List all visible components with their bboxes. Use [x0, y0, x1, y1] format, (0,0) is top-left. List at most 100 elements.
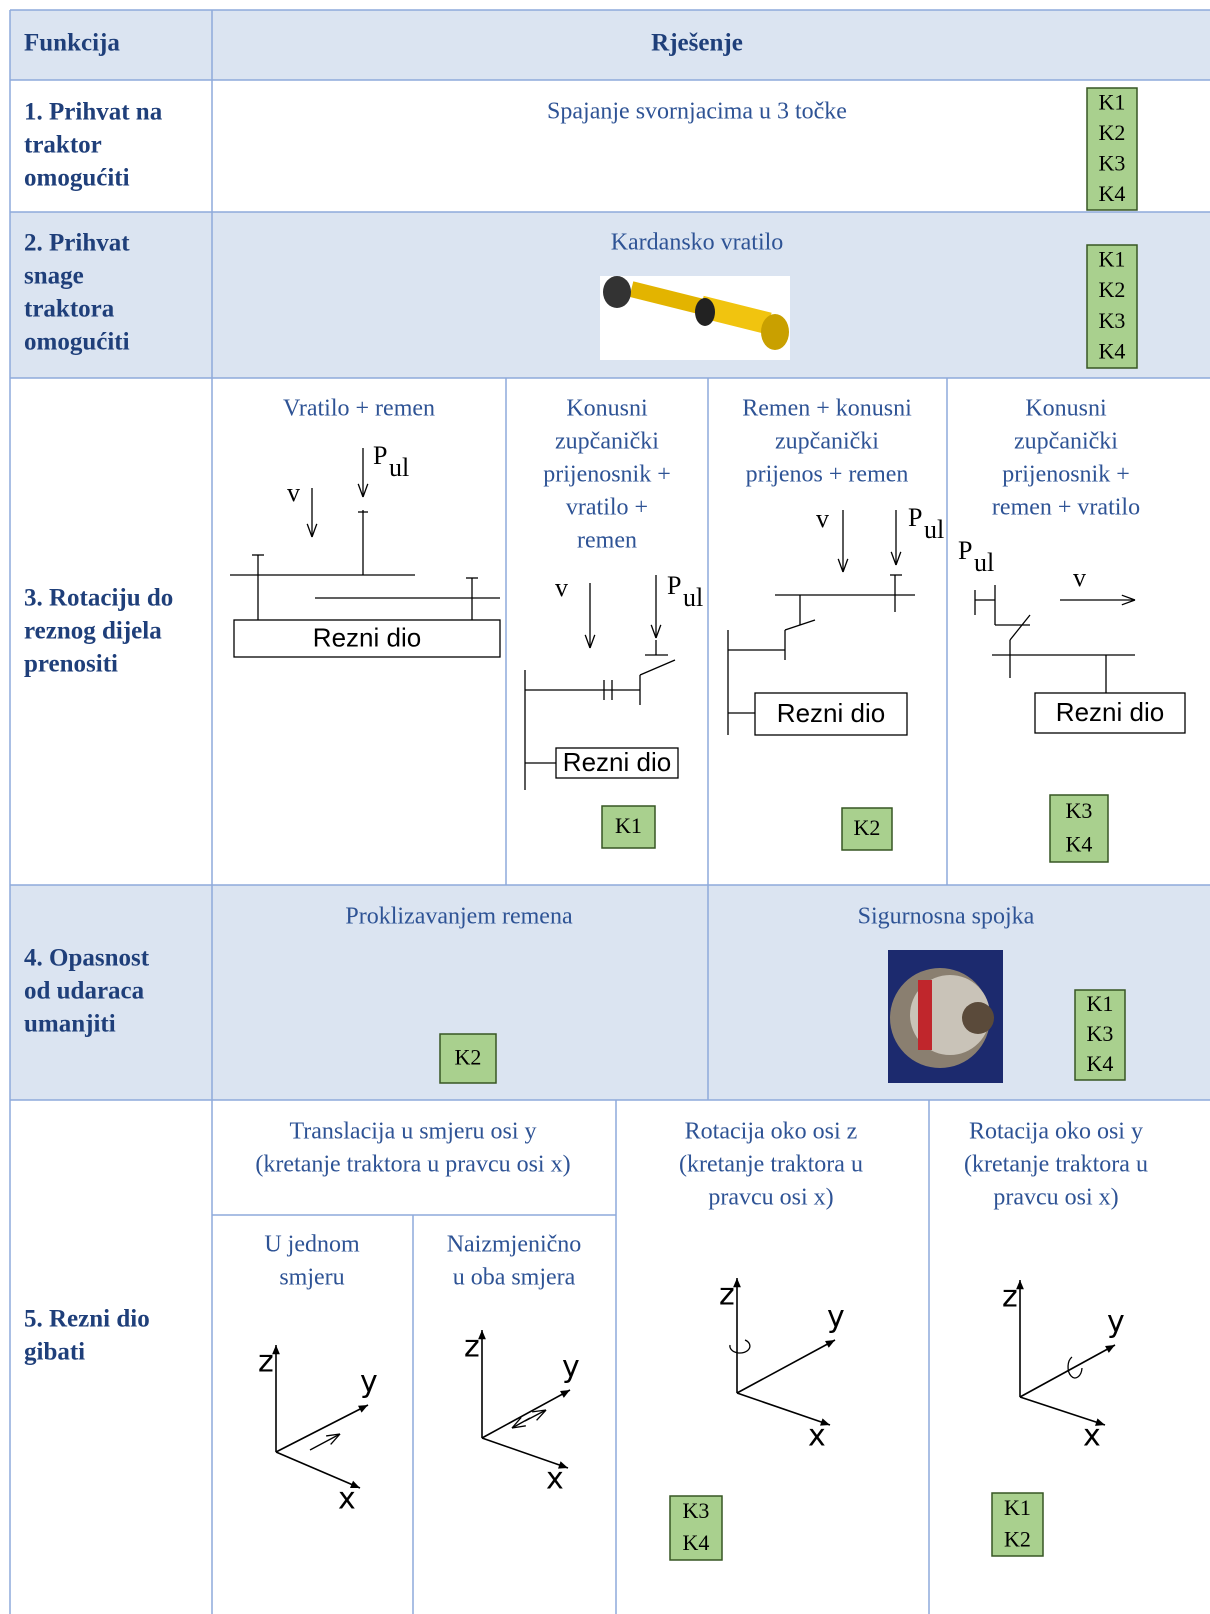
axis-label: x — [808, 1419, 826, 1454]
function-label: omogućiti — [24, 165, 130, 192]
solution-title: zupčanički — [1014, 429, 1118, 455]
solution-title: remen + vratilo — [992, 495, 1140, 521]
solution-title: zupčanički — [775, 429, 879, 455]
function-label: umanjiti — [24, 1011, 116, 1038]
concept-label: K1 — [1099, 246, 1126, 271]
solution-title: Rotacija oko osi z — [685, 1119, 858, 1145]
cutter-label: Rezni dio — [777, 698, 885, 728]
axis — [1019, 1396, 1106, 1426]
solution-title: (kretanje traktora u pravcu osi x) — [255, 1152, 570, 1178]
axis — [481, 1389, 571, 1439]
arrow — [511, 1416, 522, 1429]
axis-label: y — [1107, 1305, 1125, 1340]
force-label: P — [908, 503, 922, 532]
arrow — [362, 483, 369, 498]
solution-title: (kretanje traktora u — [679, 1152, 863, 1178]
solution-title: prijenosnik + — [543, 462, 671, 488]
axis — [275, 1451, 361, 1489]
speed-label: v — [287, 478, 300, 507]
concept-box — [601, 805, 656, 849]
axis — [736, 1339, 836, 1394]
force-label: P — [667, 571, 681, 600]
arrow — [589, 634, 596, 649]
function-label: traktor — [24, 132, 102, 159]
force-index: ul — [974, 548, 994, 577]
concept-label: K4 — [1099, 181, 1126, 206]
force-index: ul — [924, 515, 944, 544]
axis-label: x — [1083, 1419, 1101, 1454]
arrow — [655, 624, 662, 639]
solution-title: zupčanički — [555, 429, 659, 455]
function-label: traktora — [24, 296, 115, 323]
cardan-yoke — [603, 276, 631, 308]
concept-label: K2 — [455, 1045, 482, 1070]
concept-label: K2 — [1004, 1526, 1031, 1551]
axis-arrowhead — [272, 1345, 280, 1355]
axis-arrowhead — [560, 1390, 570, 1398]
concept-label: K2 — [1099, 120, 1126, 145]
concept-box — [1086, 244, 1138, 369]
rotation-marker — [729, 1339, 751, 1354]
function-label: od udaraca — [24, 978, 145, 1005]
arrow — [511, 1425, 526, 1429]
row-background — [10, 10, 1210, 80]
concept-label: K3 — [1099, 150, 1126, 175]
concept-box — [1086, 87, 1138, 211]
solution-title: prijenosnik + — [1002, 462, 1130, 488]
solution-title: Naizmjenično — [447, 1232, 582, 1258]
row-background — [10, 885, 1210, 1100]
arrow — [650, 624, 657, 639]
cardan-yoke — [761, 314, 789, 350]
solution-title: Konusni — [566, 396, 648, 422]
arrow — [1121, 594, 1136, 601]
solution-title: Rotacija oko osi y — [969, 1119, 1143, 1145]
axis-label: z — [258, 1345, 274, 1380]
axis-arrowhead — [820, 1418, 830, 1426]
cutter-box — [233, 619, 501, 658]
function-label: 3. Rotaciju do — [24, 585, 173, 612]
arrow — [895, 551, 902, 566]
function-label: prenositi — [24, 651, 118, 678]
axis-arrowhead — [825, 1340, 835, 1348]
concept-label: K4 — [1066, 831, 1093, 856]
concept-box — [991, 1492, 1044, 1557]
header-function: Funkcija — [24, 30, 120, 57]
axis-arrowhead — [478, 1330, 486, 1340]
concept-label: K1 — [615, 813, 642, 838]
axis-label: y — [562, 1350, 580, 1385]
concept-label: K4 — [1099, 339, 1126, 364]
function-label: reznog dijela — [24, 618, 162, 645]
solution-title: Sigurnosna spojka — [858, 904, 1035, 930]
arrow — [357, 483, 364, 498]
rotation-marker — [1067, 1356, 1083, 1379]
function-label: omogućiti — [24, 329, 130, 356]
arrow — [330, 1433, 341, 1445]
arrow — [306, 523, 313, 538]
speed-label: v — [816, 504, 829, 533]
solution-title: Proklizavanjem remena — [345, 904, 573, 930]
arrow — [837, 558, 844, 573]
solution-title: (kretanje traktora u — [964, 1152, 1148, 1178]
arrow — [524, 1409, 547, 1422]
arrow — [890, 551, 897, 566]
function-label: 2. Prihvat — [24, 230, 130, 257]
solution-title: vratilo + — [566, 495, 648, 521]
concept-label: K2 — [854, 815, 881, 840]
solution-title: Konusni — [1025, 396, 1107, 422]
cutter-label: Rezni dio — [313, 622, 421, 652]
solution-title: Vratilo + remen — [283, 396, 435, 422]
force-label: P — [373, 441, 387, 470]
function-label: 5. Rezni dio — [24, 1306, 150, 1333]
solution-title: pravcu osi x) — [993, 1185, 1118, 1211]
axis-arrowhead — [358, 1405, 368, 1413]
arrow — [536, 1409, 547, 1421]
axis-label: y — [360, 1365, 378, 1400]
axis-label: y — [827, 1300, 845, 1335]
cutter-label: Rezni dio — [563, 747, 671, 777]
concept-label: K3 — [1087, 1021, 1114, 1046]
arrow — [311, 523, 318, 538]
solution-title: Remen + konusni — [742, 396, 912, 422]
concept-label: K4 — [1087, 1051, 1114, 1076]
